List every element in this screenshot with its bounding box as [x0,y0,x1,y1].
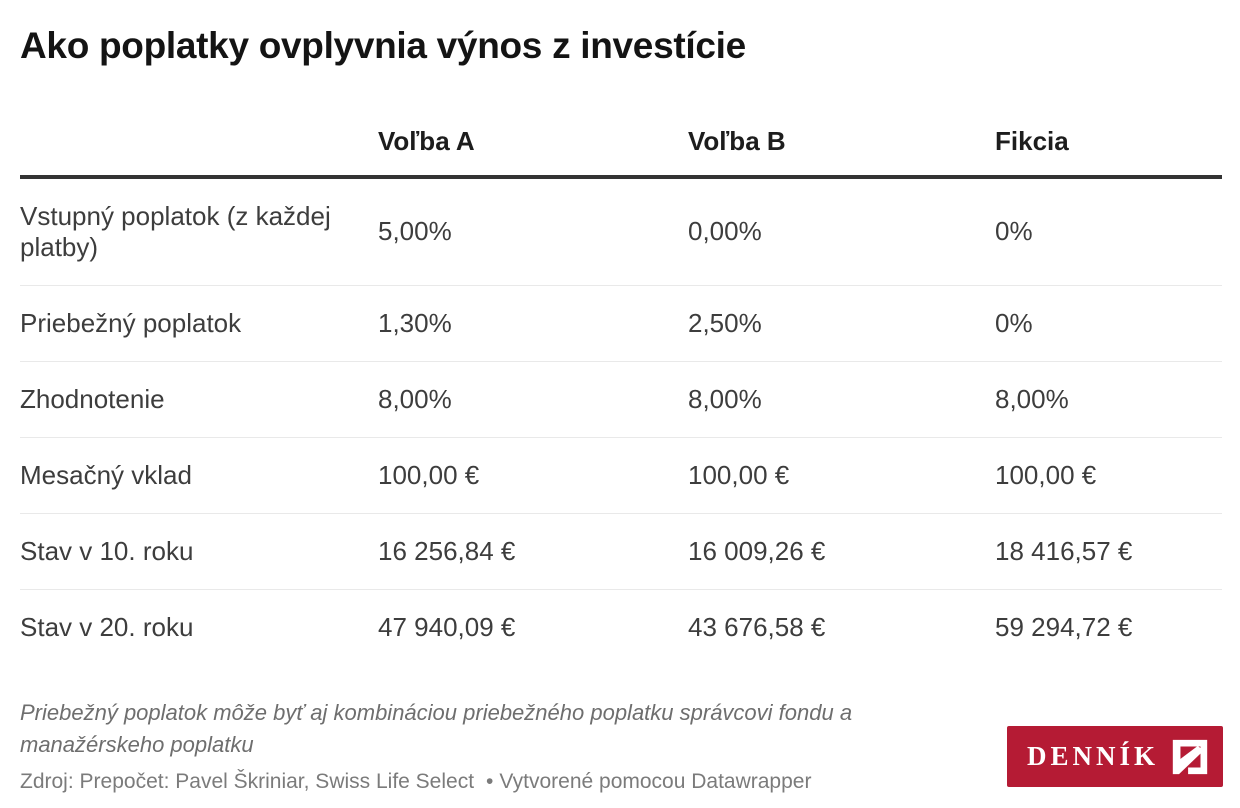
source-label: Zdroj: [20,769,74,793]
dennik-n-mark-icon [1172,739,1208,774]
chart-title: Ako poplatky ovplyvnia výnos z investíci… [20,25,746,66]
header-fikcia: Fikcia [995,125,1069,156]
header-volba-b: Voľba B [688,125,786,156]
cell-value: 43 676,58 € [688,611,826,642]
cell-value: 0% [995,216,1033,247]
row-label: Zhodnotenie [20,383,165,414]
chart-footnote: Priebežný poplatok môže byť aj kombináci… [20,699,853,757]
row-label: Vstupný poplatok (z každej platby) [20,200,331,262]
table-row: Priebežný poplatok 1,30% 2,50% 0% [20,284,1222,361]
source-text: Prepočet: Pavel Škriniar, Swiss Life Sel… [79,769,475,793]
cell-value: 0,00% [688,216,762,247]
cell-value: 100,00 € [688,459,790,490]
source-line: Zdroj: Prepočet: Pavel Škriniar, Swiss L… [20,768,1222,796]
header-volba-a: Voľba A [378,125,475,156]
row-label: Stav v 20. roku [20,611,194,642]
table-row: Stav v 10. roku 16 256,84 € 16 009,26 € … [20,512,1222,589]
cell-value: 2,50% [688,307,762,338]
cell-value: 47 940,09 € [378,611,516,642]
cell-value: 8,00% [995,383,1069,414]
cell-value: 1,30% [378,307,452,338]
row-label: Stav v 10. roku [20,535,194,566]
cell-value: 0% [995,307,1033,338]
table-row: Zhodnotenie 8,00% 8,00% 8,00% [20,360,1222,437]
cell-value: 59 294,72 € [995,611,1133,642]
cell-value: 100,00 € [378,459,480,490]
bullet-separator: • [486,769,494,793]
table-row: Mesačný vklad 100,00 € 100,00 € 100,00 € [20,436,1222,513]
table-row: Stav v 20. roku 47 940,09 € 43 676,58 € … [20,588,1222,665]
datawrapper-credit-link[interactable]: Vytvorené pomocou Datawrapper [499,769,812,793]
cell-value: 18 416,57 € [995,535,1133,566]
table-body: Vstupný poplatok (z každej platby) 5,00%… [20,179,1222,665]
table-header-row: Voľba A Voľba B Fikcia [20,126,1222,179]
dennik-n-logo: DENNÍK [1007,726,1223,787]
cell-value: 8,00% [378,383,452,414]
cell-value: 100,00 € [995,459,1097,490]
cell-value: 16 009,26 € [688,535,826,566]
dennik-n-logo-text: DENNÍK [1027,741,1160,771]
cell-value: 16 256,84 € [378,535,516,566]
table-row: Vstupný poplatok (z každej platby) 5,00%… [20,179,1222,285]
cell-value: 5,00% [378,216,452,247]
cell-value: 8,00% [688,383,762,414]
row-label: Mesačný vklad [20,459,192,490]
row-label: Priebežný poplatok [20,307,242,338]
